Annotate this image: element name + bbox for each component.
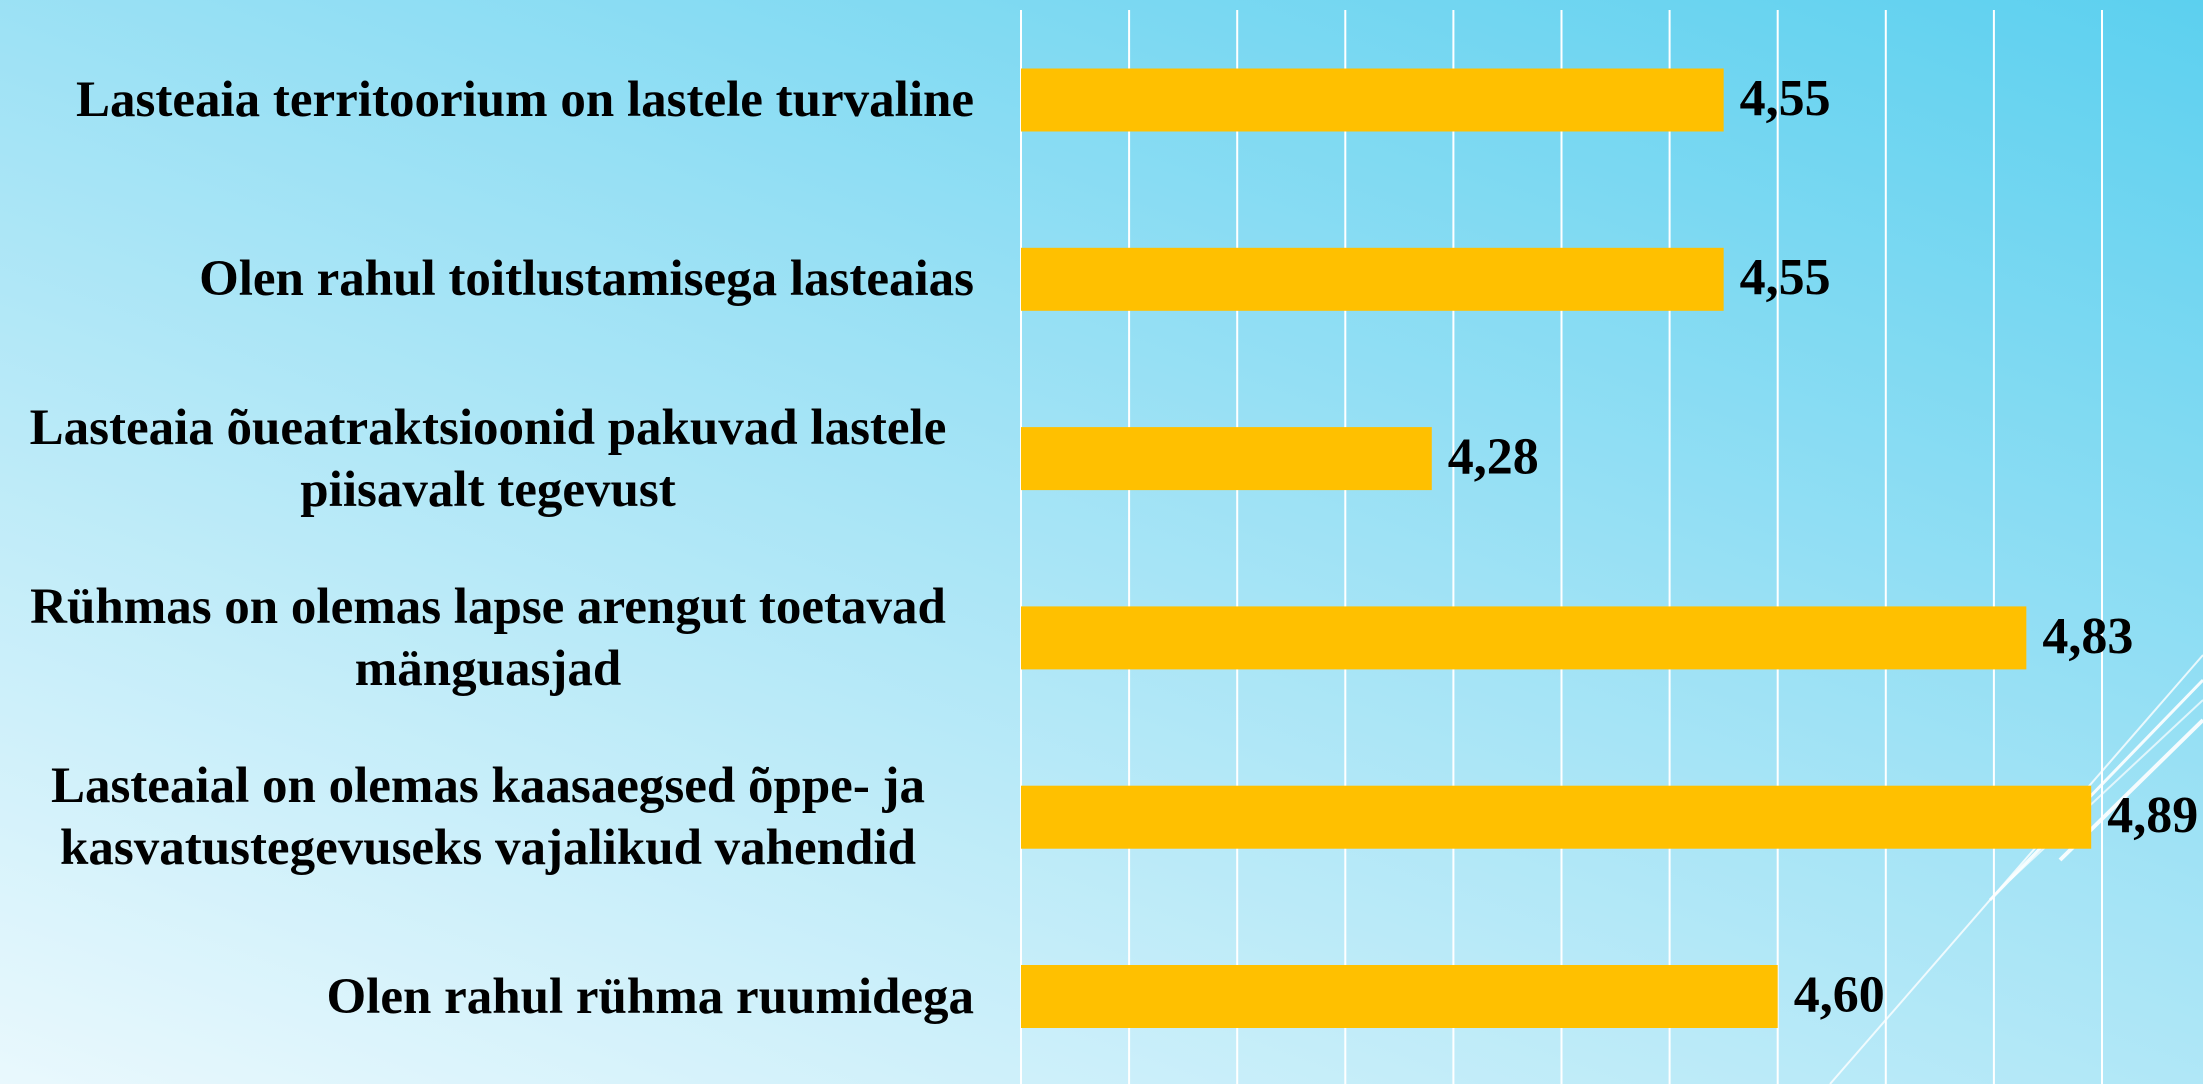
category-label: Olen rahul toitlustamisega lasteaias [0,248,974,310]
bar [1021,427,1432,491]
category-text: Lasteaial on olemas kaasaegsed õppe- ja … [50,758,926,877]
category-text: Lasteaia territoorium on lastele turvali… [76,72,974,128]
category-label: Olen rahul rühma ruumidega [0,966,975,1028]
bar [1021,785,2092,849]
value-label: 4,55 [1740,249,1831,306]
category-text: Olen rahul toitlustamisega lasteaias [199,251,974,308]
value-label: 4,89 [2107,787,2198,844]
value-label: 4,83 [2042,608,2133,665]
bar [1021,68,1724,132]
value-label: 4,60 [1794,966,1885,1023]
category-text: Olen rahul rühma ruumidega [326,968,975,1025]
bar [1021,965,1778,1028]
value-label: 4,28 [1448,429,1539,486]
category-label: Lasteaia õueatraktsioonid pakuvad lastel… [0,397,974,521]
category-text: Lasteaia õueatraktsioonid pakuvad lastel… [29,399,947,518]
value-label: 4,55 [1740,70,1831,127]
bar [1021,606,2027,670]
category-text: Rühmas on olemas lapse arengut toetavad … [30,578,946,697]
category-label: Lasteaia territoorium on lastele turvali… [0,69,974,131]
category-label: Rühmas on olemas lapse arengut toetavad … [0,576,974,700]
bar [1021,247,1724,311]
category-label: Lasteaial on olemas kaasaegsed õppe- ja … [0,755,974,879]
